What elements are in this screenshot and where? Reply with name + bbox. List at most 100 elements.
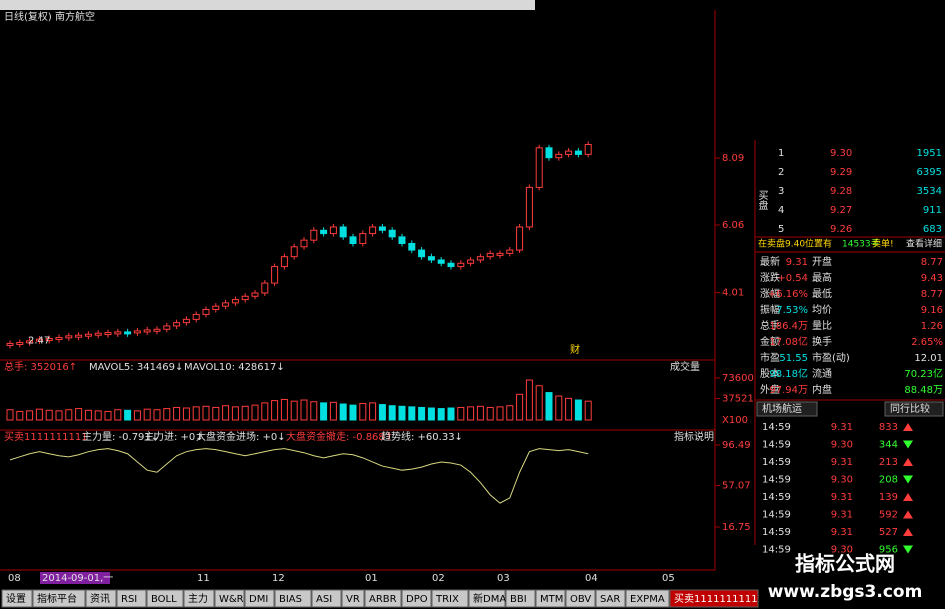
indicator-tab-label: VR (346, 594, 360, 605)
candle (143, 329, 151, 333)
volume-bar (565, 397, 573, 421)
volume-bar (388, 405, 396, 421)
trade-volume: 833 (879, 422, 898, 433)
trade-arrow (903, 440, 913, 449)
candle (192, 313, 200, 320)
indicator-tab[interactable] (401, 589, 432, 608)
volume-bar (408, 406, 416, 421)
date-label: 11 (197, 573, 210, 584)
volume-bar (173, 406, 181, 421)
date-label: 01 (365, 573, 378, 584)
candle (339, 226, 347, 238)
volume-bar (124, 409, 132, 421)
volume-bar (437, 408, 445, 421)
indicator-tab[interactable] (214, 589, 245, 608)
order-level: 4 (778, 205, 784, 216)
sector-tab[interactable] (884, 401, 944, 417)
volume-bar (427, 407, 435, 421)
finance-marker: 财 (570, 343, 580, 356)
quote-value: +6.16% (768, 289, 808, 300)
candle (153, 328, 161, 332)
order-volume: 683 (923, 224, 942, 235)
trade-volume: 592 (879, 510, 898, 521)
trade-price: 9.31 (831, 422, 853, 433)
quote-label: 流通 (812, 367, 832, 380)
indicator-tab-label: TRIX (435, 594, 459, 605)
quote-label: 涨幅 (760, 287, 780, 300)
volume-bar (163, 408, 171, 421)
quote-value: 1.26 (921, 321, 943, 332)
quote-label: 金额 (760, 335, 780, 348)
indicator-tab[interactable] (535, 589, 566, 608)
quote-label: 总手 (760, 319, 780, 332)
volume-bar (476, 405, 484, 421)
date-label: 05 (662, 573, 675, 584)
indicator-tab[interactable] (565, 589, 596, 608)
volume-legend: 总手: 352016↑ (4, 360, 77, 373)
volume-bar (398, 405, 406, 421)
quote-value: 17.08亿 (769, 335, 808, 348)
indicator-tab[interactable] (595, 589, 626, 608)
quote-label: 开盘 (812, 255, 832, 268)
candle (457, 262, 465, 268)
order-price: 9.27 (830, 205, 852, 216)
indicator-tab[interactable] (116, 589, 147, 608)
quote-value: 9.31 (786, 257, 808, 268)
volume-bar (153, 409, 161, 421)
sector-tab[interactable] (756, 401, 818, 417)
volume-bar (271, 400, 279, 421)
indicator-tab[interactable] (1, 589, 33, 608)
candle (369, 226, 377, 235)
indicator-tab[interactable] (32, 589, 86, 608)
order-side: 买盘 (756, 190, 768, 210)
low-label: 2.47 (28, 335, 50, 346)
indicator-tab[interactable] (244, 589, 275, 608)
indicator-tab[interactable] (505, 589, 536, 608)
indicator-tab-label: SAR (600, 594, 620, 605)
watermark-title: 指标公式网 (795, 552, 895, 576)
date-label: 04 (585, 573, 598, 584)
order-level: 1 (778, 148, 784, 159)
indicator-tab[interactable] (468, 589, 506, 608)
quote-label: 涨跌 (760, 271, 780, 284)
order-price: 9.26 (830, 224, 852, 235)
indicator-tab[interactable] (625, 589, 670, 608)
volume-bar (486, 406, 494, 421)
volume-bar (222, 405, 230, 421)
date-label: 12 (272, 573, 285, 584)
indicator-tab[interactable] (85, 589, 117, 608)
indicator-tab[interactable] (274, 589, 312, 608)
indicator-tab[interactable] (183, 589, 215, 608)
volume-bar (192, 406, 200, 421)
volume-bar (329, 401, 337, 421)
volume-bar (94, 410, 102, 421)
volume-bar (545, 392, 553, 421)
trade-time: 14:59 (762, 457, 791, 468)
candle (133, 330, 141, 334)
order-notice: 查看详细 (906, 238, 942, 250)
candle (251, 292, 259, 297)
volume-unit: X100 (722, 415, 748, 426)
date-label: 08 (8, 573, 21, 584)
indicator-tab-label: RSI (121, 594, 137, 605)
candle (182, 318, 190, 324)
candle (447, 262, 455, 268)
indicator-tab[interactable] (669, 589, 759, 608)
indicator-tab[interactable] (431, 589, 469, 608)
indicator-tab[interactable] (311, 589, 342, 608)
volume-bar (584, 400, 592, 421)
volume-bar (339, 403, 347, 421)
indicator-tab-label: 新DMA (473, 592, 506, 605)
candle (290, 246, 298, 258)
candle (163, 325, 171, 330)
quote-value: 98.18亿 (769, 367, 808, 380)
indicator-legend: 大盘资金进场: +0↓ (196, 430, 286, 443)
indicator-tab[interactable] (146, 589, 184, 608)
volume-bar (45, 409, 53, 421)
order-level: 3 (778, 186, 784, 197)
trade-arrow (903, 545, 913, 554)
indicator-tab[interactable] (364, 589, 402, 608)
indicator-tab-label: ARBR (369, 594, 397, 605)
indicator-tab[interactable] (341, 589, 365, 608)
trade-price: 9.31 (831, 492, 853, 503)
